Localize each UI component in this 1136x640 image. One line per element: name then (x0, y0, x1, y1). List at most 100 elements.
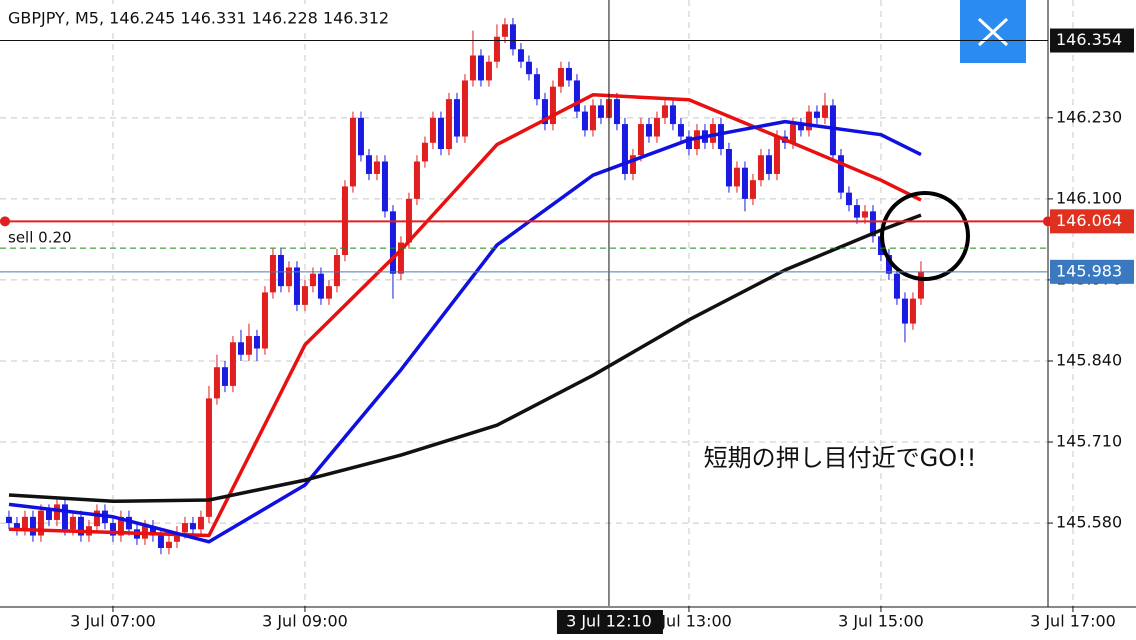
candle-body (717, 124, 724, 150)
price-label: 146.064 (1056, 211, 1122, 230)
candle-body (213, 367, 220, 399)
candle-body (565, 67, 572, 81)
candle-body (901, 298, 908, 324)
plot (5, 18, 924, 555)
candle-body (53, 504, 60, 520)
candle-body (389, 211, 396, 274)
candle-body (13, 523, 20, 530)
candle-body (509, 24, 516, 50)
price-box (1050, 259, 1134, 284)
candle-body (269, 254, 276, 293)
y-tick-label: 145.840 (1056, 350, 1122, 369)
candle-body (293, 267, 300, 305)
candle-body (357, 117, 364, 156)
moving-average (8, 213, 922, 504)
candle-body (261, 292, 268, 349)
candle-body (845, 192, 852, 206)
candle-body (613, 99, 620, 125)
y-tick-label: 145.710 (1056, 432, 1122, 451)
candle-body (309, 273, 316, 287)
chart-title: GBPJPY, M5, 146.245 146.331 146.228 146.… (8, 9, 389, 28)
candle-body (29, 516, 36, 536)
candle-body (165, 541, 172, 549)
candle-body (45, 510, 52, 520)
candle-body (413, 161, 420, 199)
order-label: sell 0.20 (8, 229, 72, 247)
candle-body (429, 117, 436, 143)
y-tick-label: 145.580 (1056, 513, 1122, 532)
moving-average (8, 119, 922, 544)
candle-body (93, 510, 100, 527)
candle-body (373, 161, 380, 174)
candle-body (589, 105, 596, 131)
candle-body (229, 342, 236, 386)
candle-body (61, 504, 68, 530)
candle-body (909, 298, 916, 324)
candle-body (645, 124, 652, 137)
candle-body (469, 55, 476, 81)
candle-body (69, 516, 76, 530)
candle-body (789, 124, 796, 143)
candle-body (221, 367, 228, 386)
candle-body (557, 67, 564, 87)
candle-body (453, 99, 460, 137)
candle-body (333, 254, 340, 287)
y-tick-label: 146.230 (1056, 107, 1122, 126)
candle-body (245, 336, 252, 355)
candle-body (733, 167, 740, 187)
candle-body (653, 117, 660, 137)
candle-body (597, 105, 604, 118)
x-tick-label: 3 Jul 17:00 (1030, 612, 1116, 631)
candle-body (325, 286, 332, 299)
candle-body (669, 105, 676, 125)
price-label: 145.983 (1056, 261, 1122, 280)
candle-body (301, 286, 308, 305)
candle-body (893, 273, 900, 299)
candle-body (533, 74, 540, 100)
crosshair-label-bg (556, 610, 663, 634)
candle-body (541, 99, 548, 125)
highlight-circle (880, 191, 970, 281)
candle-body (477, 55, 484, 81)
candle-body (21, 516, 28, 530)
y-tick-label: 146.100 (1056, 188, 1122, 207)
candle-body (181, 523, 188, 533)
x-tick-label: 3 Jul 15:00 (838, 612, 924, 631)
candle-body (525, 61, 532, 75)
candle-body (157, 535, 164, 549)
candle-body (285, 267, 292, 287)
candle-body (117, 516, 124, 536)
candle-body (573, 80, 580, 112)
x-tick-label: 3 Jul 13:00 (646, 612, 732, 631)
candle-body (461, 80, 468, 137)
annotation: 短期の押し目付近でGO!! (704, 444, 977, 472)
candle-body (277, 254, 284, 287)
candle-body (173, 532, 180, 542)
candle-body (125, 516, 132, 530)
candle-body (885, 254, 892, 274)
candle-body (205, 398, 212, 517)
candle-body (725, 149, 732, 187)
candle-body (757, 155, 764, 181)
candle-body (149, 526, 156, 536)
candle-body (485, 61, 492, 81)
candle-body (837, 155, 844, 193)
candle-body (685, 136, 692, 150)
candle-body (621, 124, 628, 174)
candle-body (637, 124, 644, 156)
candle-body (773, 136, 780, 174)
candle-body (517, 49, 524, 62)
price-box (1050, 209, 1134, 234)
candle-body (797, 124, 804, 131)
candle-body (813, 111, 820, 118)
candle-body (501, 24, 508, 37)
candle-body (381, 161, 388, 212)
candle-body (805, 111, 812, 131)
candle-body (861, 211, 868, 218)
crosshair-label: 3 Jul 12:10 (566, 612, 652, 631)
candle-body (581, 111, 588, 131)
candle-body (197, 516, 204, 530)
candle-body (37, 510, 44, 536)
candle-body (109, 523, 116, 536)
